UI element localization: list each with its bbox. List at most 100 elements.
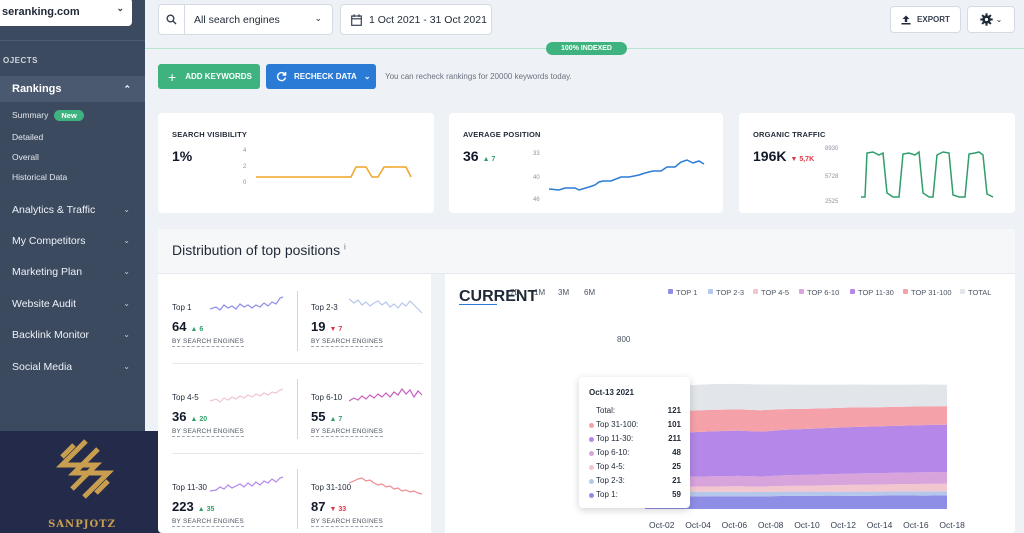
tab-6m[interactable]: 6M: [584, 288, 596, 297]
x-tick-label: Oct-16: [903, 520, 929, 530]
watermark-logo: SANPJOTZ: [0, 431, 164, 533]
legend-item-top11-30[interactable]: TOP 11-30: [850, 288, 894, 297]
position-card-top31-100[interactable]: Top 31-100 87 ▼ 33 BY SEARCH ENGINES: [311, 477, 431, 533]
position-name: Top 4-5: [172, 393, 199, 402]
delta-value: 33: [338, 506, 347, 513]
legend-swatch: [708, 289, 713, 294]
sidebar-item-competitors[interactable]: My Competitors ⌄: [12, 235, 134, 247]
export-button[interactable]: EXPORT: [890, 6, 961, 33]
card-value: 36 ▲ 7: [463, 148, 495, 164]
chevron-down-icon: ⌄: [123, 330, 130, 339]
sidebar-item-rankings[interactable]: Rankings ⌃: [0, 76, 145, 102]
x-tick-label: Oct-14: [867, 520, 893, 530]
tooltip-value: 59: [672, 490, 681, 499]
sidebar-item-analytics[interactable]: Analytics & Traffic ⌄: [12, 204, 134, 216]
position-delta: ▲ 7: [329, 416, 343, 423]
tab-1m[interactable]: 1M: [534, 288, 546, 297]
delta-value: 7: [491, 156, 496, 163]
recheck-data-button[interactable]: RECHECK DATA ⌄: [266, 64, 376, 89]
tick-label: 2525: [825, 199, 839, 205]
by-search-engines-link[interactable]: BY SEARCH ENGINES: [172, 518, 244, 527]
tooltip-dot: [589, 465, 594, 470]
sidebar-item-marketing-plan[interactable]: Marketing Plan ⌄: [12, 266, 134, 278]
search-engine-select[interactable]: All search engines ⌄: [158, 4, 333, 35]
x-tick-label: Oct-18: [939, 520, 965, 530]
by-search-engines-link[interactable]: BY SEARCH ENGINES: [311, 518, 383, 527]
sidebar-item-backlink-monitor[interactable]: Backlink Monitor ⌄: [12, 329, 134, 341]
area-series-total[interactable]: [645, 383, 947, 411]
position-card-top11-30[interactable]: Top 11-30 223 ▲ 35 BY SEARCH ENGINES: [172, 476, 292, 533]
delta-value: 20: [199, 416, 208, 423]
search-engine-label: All search engines: [194, 13, 280, 26]
tooltip-label: Top 4-5:: [596, 462, 625, 471]
top31-100-sparkline: [349, 477, 423, 495]
legend-item-top2-3[interactable]: TOP 2-3: [708, 288, 744, 297]
sidebar-item-website-audit[interactable]: Website Audit ⌄: [12, 298, 134, 310]
chart-tooltip: Oct-13 2021 Total: 121 Top 31-100: 101 Top 1…: [579, 377, 690, 508]
area-series-top-1[interactable]: [645, 495, 947, 509]
area-series-top-4-5[interactable]: [645, 483, 947, 493]
legend-item-top6-10[interactable]: TOP 6-10: [799, 288, 839, 297]
x-tick-label: Oct-12: [831, 520, 857, 530]
position-card-top6-10[interactable]: Top 6-10 55 ▲ 7 BY SEARCH ENGINES: [311, 387, 431, 453]
position-value: 19 ▼ 7: [311, 319, 342, 334]
area-series-top-2-3[interactable]: [645, 491, 947, 497]
by-search-engines-link[interactable]: BY SEARCH ENGINES: [172, 338, 244, 347]
position-card-top4-5[interactable]: Top 4-5 36 ▲ 20 BY SEARCH ENGINES: [172, 388, 292, 453]
position-value: 36 ▲ 20: [172, 409, 207, 424]
site-selector[interactable]: seranking.com ⌄: [0, 0, 132, 26]
tab-3m[interactable]: 3M: [558, 288, 570, 297]
tab-7d[interactable]: 7D: [510, 288, 521, 297]
tooltip-label: Top 6-10:: [596, 448, 630, 457]
area-series-top-11-30[interactable]: [645, 424, 947, 477]
by-search-engines-link[interactable]: BY SEARCH ENGINES: [311, 428, 383, 437]
by-search-engines-link[interactable]: BY SEARCH ENGINES: [311, 338, 383, 347]
position-card-top1[interactable]: Top 1 64 ▲ 6 BY SEARCH ENGINES: [172, 296, 292, 363]
active-tab-indicator: [459, 304, 497, 305]
by-search-engines-link[interactable]: BY SEARCH ENGINES: [172, 428, 244, 437]
area-series-top-31-100[interactable]: [645, 406, 947, 433]
tab-current[interactable]: CURRENT: [459, 288, 538, 305]
recheck-info-text: You can recheck rankings for 20000 keywo…: [385, 72, 572, 81]
avg-position-value: 36: [463, 148, 479, 164]
position-delta: ▲ 6: [190, 326, 204, 333]
value-text: 223: [172, 499, 194, 514]
sidebar-item-social-media[interactable]: Social Media ⌄: [12, 361, 134, 373]
value-text: 55: [311, 409, 326, 424]
sidebar-subitem-overall[interactable]: Overall: [12, 152, 39, 162]
legend-item-top1[interactable]: TOP 1: [668, 288, 697, 297]
legend-item-top4-5[interactable]: TOP 4-5: [753, 288, 789, 297]
add-keywords-button[interactable]: + ADD KEYWORDS: [158, 64, 260, 89]
date-range-picker[interactable]: 1 Oct 2021 - 31 Oct 2021: [340, 4, 492, 35]
tooltip-label: Total:: [596, 406, 616, 415]
sidebar-subitem-summary[interactable]: Summary New: [12, 110, 84, 121]
tooltip-row: Top 11-30: 211: [589, 434, 681, 446]
cell-divider: [297, 469, 298, 529]
nav-label: Website Audit: [12, 298, 77, 310]
distribution-area-chart[interactable]: 200400600800Oct-02Oct-04Oct-06Oct-08Oct-…: [445, 229, 965, 533]
top2-3-sparkline: [349, 298, 423, 314]
legend-swatch: [753, 289, 758, 294]
area-series-top-6-10[interactable]: [645, 472, 947, 487]
legend-swatch: [850, 289, 855, 294]
x-tick-label: Oct-06: [722, 520, 748, 530]
sidebar-subitem-historical[interactable]: Historical Data: [12, 172, 68, 182]
legend-item-total[interactable]: TOTAL: [960, 288, 991, 297]
legend-label: TOTAL: [968, 288, 992, 297]
sidebar-subitem-detailed[interactable]: Detailed: [12, 132, 44, 142]
legend-item-top31-100[interactable]: TOP 31-100: [903, 288, 952, 297]
legend-swatch: [960, 289, 965, 294]
position-delta: ▲ 20: [190, 416, 208, 423]
nav-label: Analytics & Traffic: [12, 204, 96, 216]
tick-label: 33: [533, 151, 540, 157]
settings-button[interactable]: ⌄: [967, 6, 1015, 33]
position-card-top2-3[interactable]: Top 2-3 19 ▼ 7 BY SEARCH ENGINES: [311, 298, 431, 363]
row-divider: [172, 453, 423, 454]
info-icon[interactable]: i: [343, 242, 346, 252]
logo-mark-icon: [55, 439, 115, 499]
position-delta: ▼ 33: [329, 506, 347, 513]
x-tick-label: Oct-02: [649, 520, 675, 530]
tooltip-row: Top 6-10: 48: [589, 448, 681, 460]
site-name: seranking.com: [2, 6, 80, 18]
delta-value: 6: [199, 326, 204, 333]
